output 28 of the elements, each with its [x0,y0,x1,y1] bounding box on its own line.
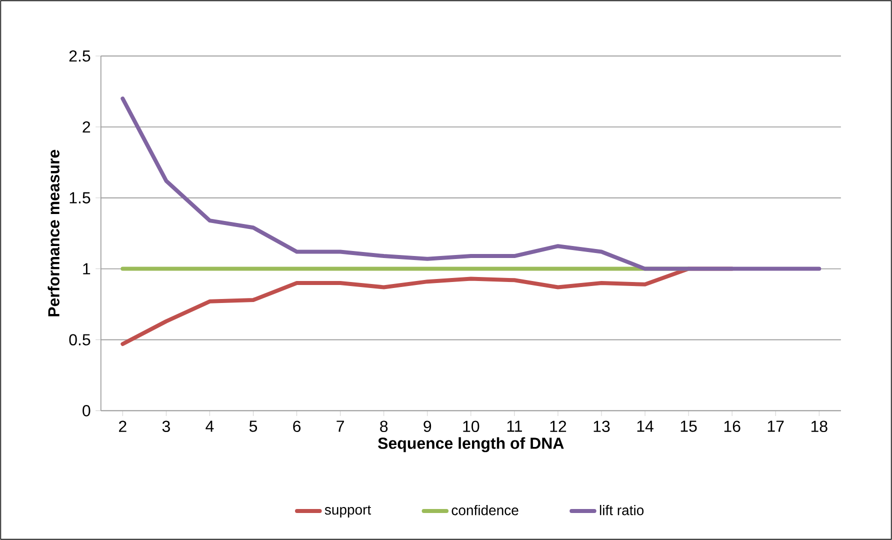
x-tick-label: 14 [637,420,654,432]
x-tick-label: 17 [768,420,784,432]
x-tick-label: 11 [507,420,522,432]
x-tick-label: 6 [293,420,301,432]
y-tick-label: 2 [82,121,90,133]
y-tick-label: 1 [83,263,90,274]
y-tick-label: 0.5 [69,334,90,346]
x-tick-label: 16 [724,420,740,432]
x-tick-label: 9 [424,420,432,432]
y-tick-label: 1.5 [70,192,90,204]
legend-label: lift ratio [600,504,644,516]
x-tick-label: 10 [463,420,480,432]
legend-label: confidence [452,504,518,516]
x-tick-label: 8 [380,420,388,432]
y-axis-title: Performance measure [48,150,60,316]
x-tick-label: 18 [811,420,828,432]
x-tick-label: 4 [206,420,214,432]
x-tick-label: 15 [680,420,697,432]
legend-label: support [324,506,372,518]
x-axis-title: Sequence length of DNA [378,437,564,452]
x-tick-label: 2 [119,420,126,432]
x-tick-label: 13 [594,420,610,432]
x-tick-label: 12 [550,420,566,432]
x-tick-label: 7 [336,420,344,432]
x-tick-label: 3 [162,420,170,432]
y-tick-label: 0 [82,405,90,416]
x-tick-label: 5 [249,420,258,432]
y-tick-label: 2.5 [69,50,90,62]
